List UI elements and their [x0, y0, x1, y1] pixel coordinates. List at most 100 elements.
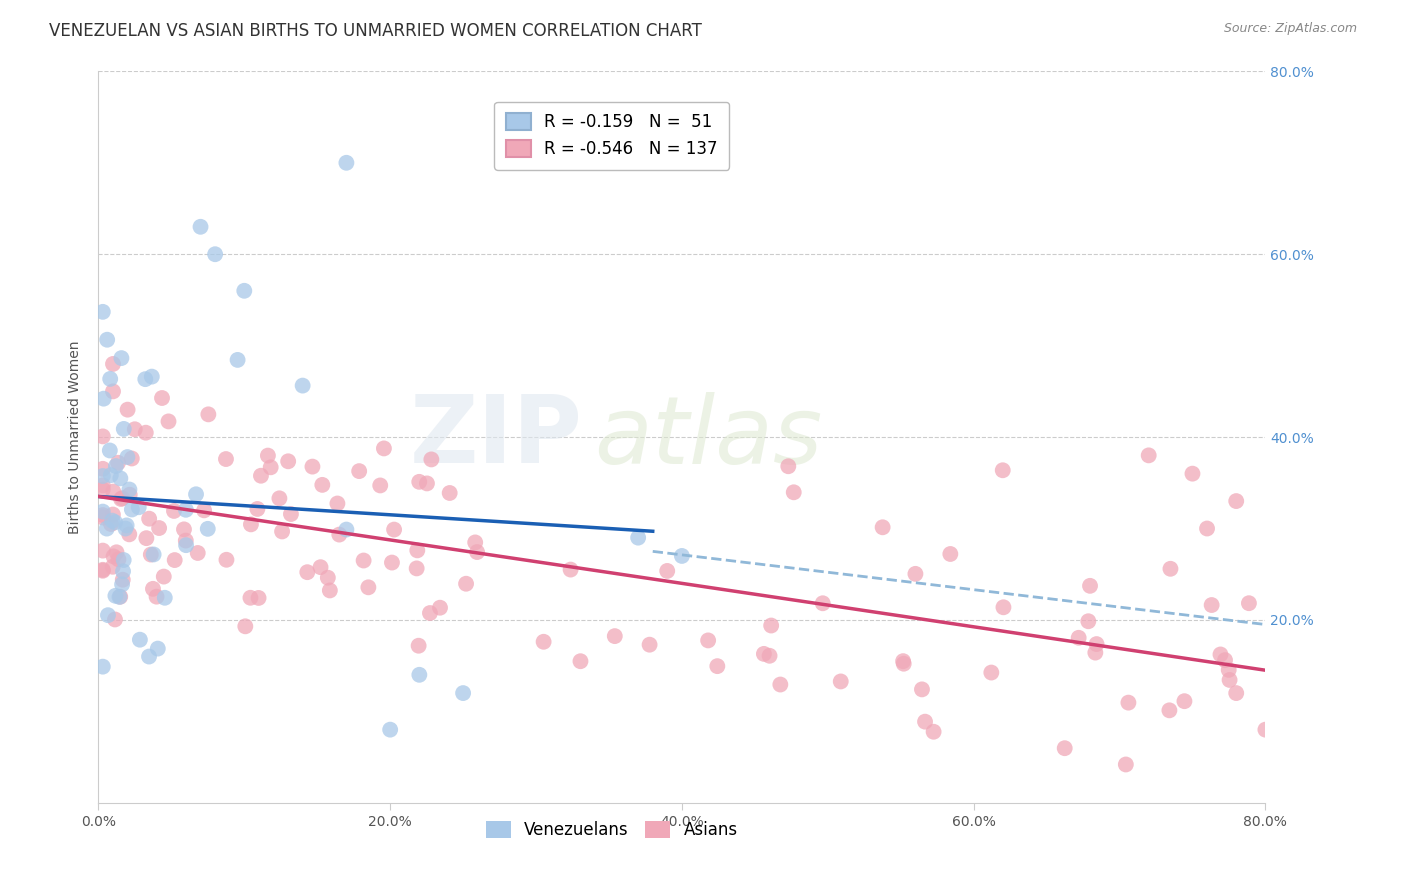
Point: [118, 488, 141, 502]
Point: [153, 591, 176, 605]
Point: [112, 553, 135, 567]
Text: atlas: atlas: [595, 392, 823, 483]
Point: [134, 372, 156, 386]
Point: [91, 563, 114, 577]
Point: [233, 619, 256, 633]
Point: [142, 582, 165, 596]
Point: [135, 425, 157, 440]
Point: [91, 508, 114, 522]
Point: [439, 486, 461, 500]
Point: [533, 634, 555, 648]
Point: [381, 556, 404, 570]
Point: [1067, 631, 1090, 645]
Point: [110, 590, 132, 604]
Point: [1195, 521, 1218, 535]
Point: [1159, 562, 1181, 576]
Point: [405, 561, 427, 575]
Point: [297, 565, 319, 579]
Point: [110, 351, 132, 365]
Point: [157, 414, 180, 428]
Point: [638, 638, 661, 652]
Point: [991, 463, 1014, 477]
Point: [1225, 494, 1247, 508]
Point: [311, 478, 333, 492]
Point: [163, 553, 186, 567]
Point: [91, 478, 114, 492]
Point: [269, 491, 291, 506]
Point: [408, 475, 430, 489]
Point: [783, 485, 806, 500]
Point: [104, 459, 127, 474]
Text: VENEZUELAN VS ASIAN BIRTHS TO UNMARRIED WOMEN CORRELATION CHART: VENEZUELAN VS ASIAN BIRTHS TO UNMARRIED …: [49, 22, 702, 40]
Point: [1219, 673, 1241, 687]
Point: [893, 657, 915, 671]
Point: [138, 511, 160, 525]
Point: [98, 372, 121, 386]
Point: [103, 549, 125, 564]
Point: [150, 391, 173, 405]
Point: [309, 560, 332, 574]
Point: [301, 459, 323, 474]
Point: [100, 516, 122, 531]
Point: [138, 649, 160, 664]
Point: [101, 357, 124, 371]
Point: [291, 378, 314, 392]
Point: [98, 443, 121, 458]
Point: [1137, 448, 1160, 462]
Point: [260, 460, 283, 475]
Point: [193, 503, 215, 517]
Point: [101, 559, 124, 574]
Point: [904, 566, 927, 581]
Point: [872, 520, 894, 534]
Point: [1077, 614, 1099, 628]
Point: [91, 469, 114, 483]
Point: [911, 682, 934, 697]
Point: [1254, 723, 1277, 737]
Point: [357, 580, 380, 594]
Point: [197, 408, 219, 422]
Point: [91, 462, 114, 476]
Point: [124, 422, 146, 436]
Point: [778, 459, 800, 474]
Point: [980, 665, 1002, 680]
Point: [91, 564, 114, 578]
Point: [103, 484, 125, 499]
Point: [118, 483, 141, 497]
Point: [204, 247, 226, 261]
Point: [135, 531, 157, 545]
Text: ZIP: ZIP: [409, 391, 582, 483]
Point: [657, 564, 679, 578]
Point: [769, 677, 792, 691]
Point: [174, 503, 197, 517]
Point: [215, 553, 238, 567]
Point: [1084, 646, 1107, 660]
Point: [91, 505, 114, 519]
Point: [104, 589, 127, 603]
Point: [335, 523, 357, 537]
Point: [697, 633, 720, 648]
Point: [560, 563, 582, 577]
Point: [830, 674, 852, 689]
Point: [233, 284, 256, 298]
Point: [1218, 663, 1240, 677]
Point: [141, 369, 163, 384]
Point: [118, 527, 141, 541]
Point: [408, 639, 430, 653]
Point: [257, 449, 280, 463]
Point: [173, 522, 195, 536]
Point: [105, 545, 128, 559]
Point: [1237, 596, 1260, 610]
Point: [142, 548, 165, 562]
Point: [226, 352, 249, 367]
Point: [671, 549, 693, 563]
Point: [891, 654, 914, 668]
Point: [429, 600, 451, 615]
Point: [326, 496, 349, 510]
Point: [993, 600, 1015, 615]
Point: [1159, 703, 1181, 717]
Point: [121, 451, 143, 466]
Point: [939, 547, 962, 561]
Point: [91, 510, 114, 524]
Point: [145, 590, 167, 604]
Point: [115, 518, 138, 533]
